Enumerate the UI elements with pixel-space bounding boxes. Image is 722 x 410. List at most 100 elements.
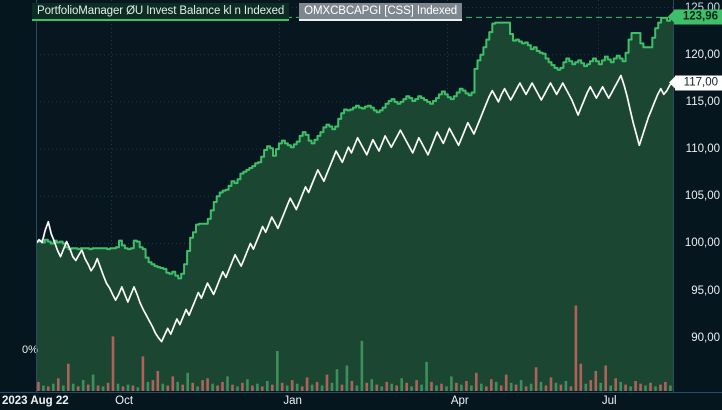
volume-bar	[181, 384, 184, 391]
volume-bar	[524, 386, 528, 391]
volume-bar	[171, 376, 175, 391]
plot-area[interactable]	[36, 0, 673, 392]
volume-bar	[280, 382, 284, 391]
volume-bar	[62, 385, 65, 391]
price-axis-tick: 110,00	[685, 143, 720, 156]
price-axis-tick: 90,00	[691, 331, 720, 344]
volume-bar	[261, 386, 264, 391]
volume-bar	[609, 385, 612, 391]
volume-bar	[534, 367, 538, 391]
volume-bar	[111, 336, 115, 391]
volume-bar	[101, 386, 105, 391]
volume-bar	[440, 383, 443, 391]
volume-bar	[37, 381, 40, 391]
volume-bar	[290, 380, 294, 391]
price-axis-tick: 105,00	[684, 190, 720, 203]
volume-bar	[335, 369, 339, 391]
volume-bar	[196, 386, 199, 391]
volume-bar	[470, 385, 473, 391]
volume-bar	[91, 374, 95, 391]
volume-bar	[569, 386, 573, 391]
time-axis-tick: Oct	[115, 395, 134, 407]
volume-bar	[315, 381, 319, 391]
volume-bar	[395, 385, 398, 391]
volume-bar	[276, 351, 279, 391]
volume-bar	[390, 383, 393, 391]
volume-bar	[594, 371, 598, 391]
volume-bar	[186, 372, 189, 391]
volume-bar	[460, 384, 463, 391]
volume-bar	[574, 305, 578, 391]
volume-bar	[639, 383, 642, 391]
benchmark-price-tag[interactable]: 117,00	[668, 75, 722, 91]
volume-bar	[241, 382, 244, 391]
volume-bar	[161, 383, 165, 391]
volume-bar	[494, 381, 498, 391]
volume-bar	[330, 382, 334, 391]
volume-bar	[156, 371, 160, 391]
volume-bar	[375, 384, 379, 391]
volume-bar	[226, 376, 229, 391]
volume-bar	[52, 383, 55, 391]
volume-bar	[126, 384, 130, 391]
volume-bar	[405, 382, 408, 391]
volume-bar	[201, 380, 204, 391]
volume-bar	[370, 379, 374, 391]
portfolio-area-fill	[36, 17, 673, 392]
volume-bar	[216, 385, 219, 391]
volume-bar	[539, 381, 543, 391]
volume-bar	[430, 381, 433, 391]
legend-item-portfolio[interactable]: PortfolioManager ØU Invest Balance kl n …	[32, 3, 290, 21]
volume-bar	[634, 381, 637, 391]
volume-bar	[485, 386, 488, 391]
volume-bar	[325, 374, 329, 391]
volume-bar	[410, 386, 413, 391]
volume-bar	[599, 382, 602, 391]
volume-bar	[136, 387, 140, 391]
volume-bar	[380, 386, 384, 391]
volume-bar	[480, 383, 483, 391]
time-axis[interactable]: 2023 Aug 22 Oct Jan Apr Jul	[0, 392, 722, 410]
volume-bar	[365, 382, 369, 391]
legend-item-benchmark[interactable]: OMXCBCAPGI [CSS] Indexed	[299, 3, 463, 21]
volume-bar	[669, 385, 672, 391]
volume-bar	[251, 385, 254, 391]
volume-bar	[231, 384, 234, 391]
volume-bar	[116, 383, 120, 391]
volume-bar	[619, 381, 622, 391]
volume-bar	[141, 356, 145, 391]
volume-bar	[345, 365, 349, 391]
price-axis[interactable]: 125,00 120,00 115,00 110,00 105,00 100,00 95,0…	[667, 0, 722, 392]
volume-bar	[320, 385, 324, 391]
volume-bar	[206, 378, 209, 391]
volume-bar	[295, 383, 299, 391]
volume-bar	[629, 386, 632, 391]
volume-bar	[305, 377, 309, 392]
volume-bar	[584, 383, 588, 391]
volume-bar	[310, 384, 314, 391]
volume-bar	[445, 386, 448, 391]
volume-bar	[664, 381, 667, 391]
volume-bar	[654, 386, 657, 391]
price-axis-tick: 100,00	[684, 237, 720, 250]
volume-bar	[246, 379, 249, 391]
volume-bar	[435, 385, 438, 391]
price-axis-tick: 115,00	[685, 95, 720, 108]
volume-bar	[659, 384, 662, 391]
portfolio-price-tag[interactable]: 123,96	[667, 9, 722, 25]
volume-bar	[47, 386, 50, 391]
volume-bar	[589, 380, 593, 391]
volume-bar	[176, 381, 179, 391]
plot-left-edge	[36, 0, 37, 392]
volume-bar	[385, 381, 389, 391]
volume-bar	[211, 383, 214, 391]
volume-bar	[455, 382, 458, 391]
volume-bar	[266, 381, 269, 391]
volume-bar	[42, 385, 45, 391]
volume-bar	[400, 378, 403, 391]
volume-bar	[151, 380, 155, 391]
volume-bar	[300, 386, 304, 391]
volume-bar	[146, 381, 150, 391]
volume-bar	[549, 377, 553, 392]
